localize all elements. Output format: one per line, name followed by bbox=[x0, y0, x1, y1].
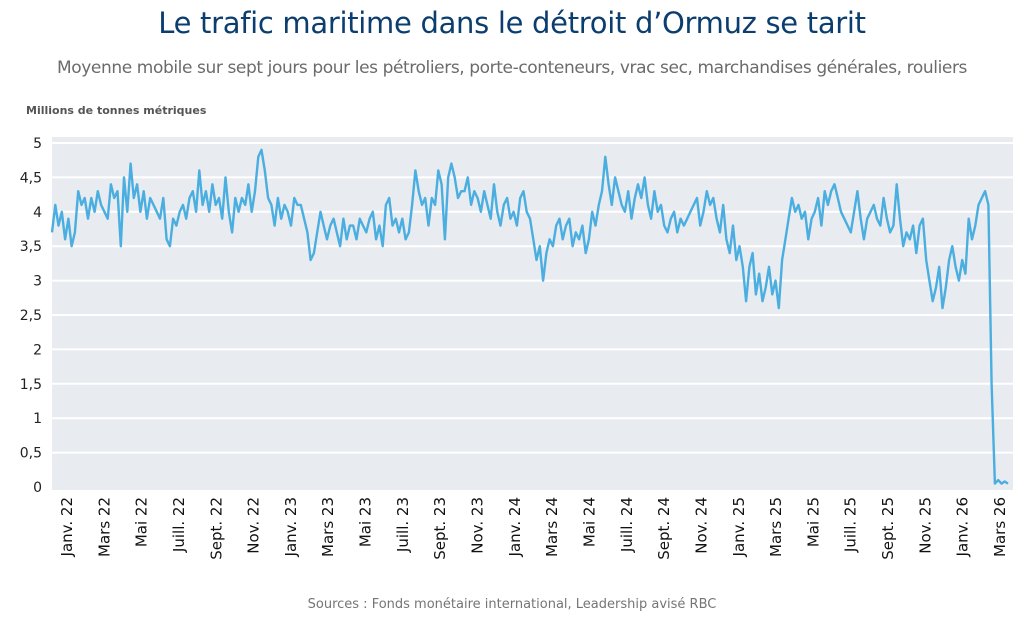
x-tick-label: Mars 22 bbox=[95, 497, 113, 557]
x-tick-label: Mars 23 bbox=[319, 497, 337, 557]
x-tick-label: Nov. 25 bbox=[916, 497, 934, 554]
x-tick-label: Nov. 24 bbox=[692, 497, 710, 554]
y-tick-label: 0,5 bbox=[20, 446, 42, 462]
y-tick-label: 1 bbox=[33, 411, 42, 427]
x-tick-label: Juill. 24 bbox=[618, 497, 636, 553]
x-tick-label: Janv. 25 bbox=[730, 497, 748, 557]
y-tick-label: 4,5 bbox=[20, 170, 42, 186]
y-tick-label: 3 bbox=[33, 274, 42, 290]
x-tick-label: Mars 26 bbox=[991, 497, 1009, 557]
x-tick-label: Mai 24 bbox=[580, 497, 598, 547]
chart-title: Le trafic maritime dans le détroit d’Orm… bbox=[158, 6, 866, 40]
y-tick-label: 1,5 bbox=[20, 377, 42, 393]
x-tick-label: Mai 22 bbox=[133, 497, 151, 547]
x-tick-label: Juill. 23 bbox=[394, 497, 412, 553]
chart-subtitle: Moyenne mobile sur sept jours pour les p… bbox=[56, 58, 968, 78]
x-tick-label: Nov. 22 bbox=[245, 497, 263, 554]
y-tick-label: 4 bbox=[33, 205, 42, 221]
x-tick-label: Mai 25 bbox=[804, 497, 822, 547]
x-tick-label: Nov. 23 bbox=[469, 497, 487, 554]
gridlines bbox=[52, 142, 1013, 454]
x-tick-label: Mai 23 bbox=[357, 497, 375, 547]
source-note: Sources : Fonds monétaire international,… bbox=[307, 597, 717, 612]
y-tick-label: 5 bbox=[33, 136, 42, 152]
x-tick-label: Mars 25 bbox=[767, 497, 785, 557]
x-tick-label: Sept. 22 bbox=[207, 497, 225, 560]
y-axis-ticks: 5 4,5 4 3,5 3 2,5 2 1,5 1 0,5 0 bbox=[20, 136, 42, 496]
y-tick-label: 2,5 bbox=[20, 308, 42, 324]
x-tick-label: Janv. 22 bbox=[58, 497, 76, 557]
plot-background bbox=[52, 137, 1013, 490]
x-tick-label: Juill. 22 bbox=[170, 497, 188, 553]
x-tick-label: Sept. 23 bbox=[431, 497, 449, 560]
x-tick-label: Janv. 23 bbox=[282, 497, 300, 557]
series-line bbox=[50, 148, 1009, 485]
x-tick-label: Juill. 25 bbox=[842, 497, 860, 553]
x-tick-label: Sept. 24 bbox=[655, 497, 673, 560]
y-tick-label: 3,5 bbox=[20, 239, 42, 255]
y-tick-label: 0 bbox=[33, 480, 42, 496]
x-tick-label: Sept. 25 bbox=[879, 497, 897, 560]
y-axis-label: Millions de tonnes métriques bbox=[26, 104, 207, 117]
x-axis-ticks: Janv. 22 Mars 22 Mai 22 Juill. 22 Sept. 22 No… bbox=[58, 497, 1009, 560]
y-tick-label: 2 bbox=[33, 342, 42, 358]
x-tick-label: Janv. 26 bbox=[954, 497, 972, 557]
x-tick-label: Janv. 24 bbox=[506, 497, 524, 557]
x-tick-label: Mars 24 bbox=[543, 497, 561, 557]
